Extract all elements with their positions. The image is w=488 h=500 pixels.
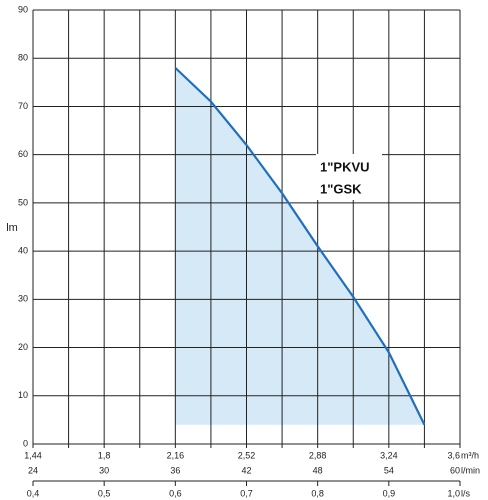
x-tick-label: 2,16 bbox=[167, 450, 185, 460]
y-tick-label: 60 bbox=[18, 149, 28, 159]
x2-tick-label: 36 bbox=[170, 465, 180, 475]
x2-tick-label: 60 bbox=[450, 465, 460, 475]
x3-tick-label: 0,4 bbox=[27, 488, 40, 498]
x2-tick-label: 54 bbox=[384, 465, 394, 475]
x-tick-label: 2,88 bbox=[309, 450, 327, 460]
y-tick-label: 80 bbox=[18, 53, 28, 63]
x-tick-label: 1,8 bbox=[98, 450, 111, 460]
x2-tick-label: 30 bbox=[99, 465, 109, 475]
y-tick-label: 10 bbox=[18, 390, 28, 400]
y-tick-label: 0 bbox=[23, 438, 28, 448]
curve-label: 1"PKVU bbox=[320, 159, 370, 174]
y-axis-label: lm bbox=[6, 222, 18, 234]
x3-tick-label: 0,9 bbox=[383, 488, 396, 498]
x-units: m³/h bbox=[461, 450, 479, 460]
y-tick-label: 40 bbox=[18, 245, 28, 255]
x3-units: l/s bbox=[461, 488, 471, 498]
curve bbox=[174, 67, 426, 426]
x-tick-label: 3,24 bbox=[380, 450, 398, 460]
label-box bbox=[316, 154, 382, 200]
x2-tick-label: 48 bbox=[313, 465, 323, 475]
x-tick-label: 2,52 bbox=[238, 450, 256, 460]
x3-tick-label: 0,5 bbox=[98, 488, 111, 498]
x3-tick-label: 0,7 bbox=[240, 488, 253, 498]
x3-tick-label: 0,8 bbox=[311, 488, 324, 498]
x-tick-label: 1,44 bbox=[24, 450, 42, 460]
y-tick-label: 30 bbox=[18, 294, 28, 304]
x2-units: l/min bbox=[461, 465, 480, 475]
x3-tick-label: 1,0 bbox=[447, 488, 460, 498]
x3-tick-label: 0,6 bbox=[169, 488, 182, 498]
x2-tick-label: 24 bbox=[28, 465, 38, 475]
curve-label: 1"GSK bbox=[320, 181, 362, 196]
area bbox=[175, 67, 425, 425]
y-tick-label: 20 bbox=[18, 342, 28, 352]
y-tick-label: 50 bbox=[18, 197, 28, 207]
x2-tick-label: 42 bbox=[241, 465, 251, 475]
x-tick-label: 3,6 bbox=[447, 450, 460, 460]
y-tick-label: 70 bbox=[18, 101, 28, 111]
y-tick-label: 90 bbox=[18, 4, 28, 14]
